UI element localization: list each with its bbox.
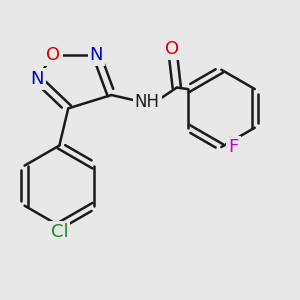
Text: N: N: [30, 70, 44, 88]
Text: Cl: Cl: [50, 223, 68, 241]
Text: O: O: [46, 46, 61, 64]
Text: N: N: [90, 46, 103, 64]
Text: O: O: [165, 40, 179, 58]
Text: NH: NH: [134, 93, 160, 111]
Text: F: F: [228, 138, 238, 156]
